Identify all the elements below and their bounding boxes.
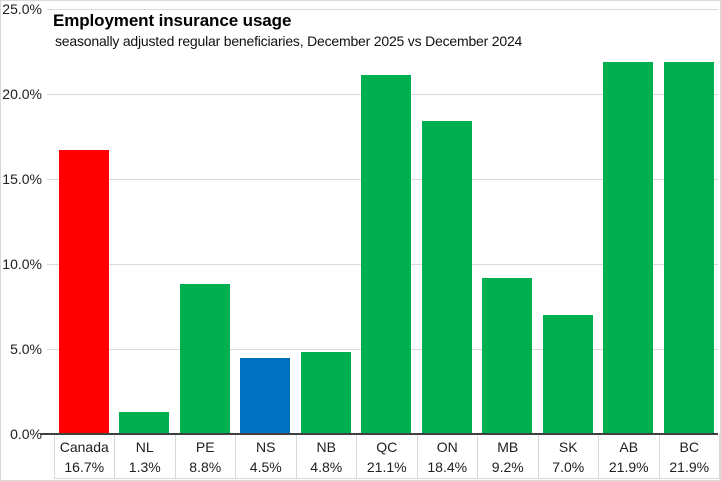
x-axis-line (47, 433, 718, 435)
x-label-cell-qc: QC 21.1% (357, 434, 418, 478)
bar-qc[interactable] (361, 75, 412, 434)
chart-title: Employment insurance usage (53, 11, 292, 30)
chart-title-block: Employment insurance usage seasonally ad… (53, 10, 522, 50)
value-label: 8.8% (189, 459, 222, 475)
value-label: 21.9% (669, 459, 710, 475)
bar-bc[interactable] (663, 61, 714, 434)
value-label: 7.0% (552, 459, 585, 475)
x-label-cell-pe: PE 8.8% (176, 434, 236, 478)
category-label: NB (316, 439, 336, 455)
x-label-cell-nl: NL 1.3% (115, 434, 176, 478)
value-label: 21.9% (608, 459, 649, 475)
x-axis-tick (40, 433, 47, 435)
x-label-cell-nb: NB 4.8% (297, 434, 357, 478)
category-label: SK (558, 439, 578, 455)
category-label: NS (256, 439, 276, 455)
chart-subtitle: seasonally adjusted regular beneficiarie… (55, 33, 523, 49)
category-label: NL (135, 439, 154, 455)
y-axis-tick-label: 10.0% (2, 256, 42, 272)
bar-on[interactable] (421, 121, 472, 434)
x-label-cell-ab: AB 21.9% (599, 434, 660, 478)
category-label: Canada (59, 439, 109, 455)
x-label-cell-mb: MB 9.2% (478, 434, 539, 478)
category-label: PE (195, 439, 215, 455)
category-label: MB (497, 439, 519, 455)
y-axis-tick-label: 25.0% (2, 1, 42, 17)
x-label-cell-on: ON 18.4% (418, 434, 478, 478)
value-label: 21.1% (366, 459, 407, 475)
x-label-cell-sk: SK 7.0% (539, 434, 599, 478)
bar-canada[interactable] (58, 150, 109, 434)
x-label-cell-bc: BC 21.9% (660, 434, 720, 478)
value-label: 9.2% (491, 459, 524, 475)
bar-pe[interactable] (179, 284, 230, 434)
bar-mb[interactable] (482, 277, 533, 434)
bar-ns[interactable] (240, 357, 291, 434)
gridline (47, 9, 718, 10)
bar-nb[interactable] (300, 352, 351, 434)
y-axis-tick-label: 0.0% (10, 426, 42, 442)
value-label: 1.3% (128, 459, 161, 475)
y-axis-tick-label: 20.0% (2, 86, 42, 102)
category-label: AB (619, 439, 639, 455)
y-axis-tick-label: 5.0% (10, 341, 42, 357)
bar-nl[interactable] (119, 411, 170, 434)
bar-ab[interactable] (603, 61, 654, 434)
bar-sk[interactable] (542, 315, 593, 434)
category-label: BC (679, 439, 699, 455)
value-label: 4.5% (249, 459, 282, 475)
category-label: QC (376, 439, 398, 455)
y-axis-tick-label: 15.0% (2, 171, 42, 187)
x-axis-label-table: Canada 16.7% NL 1.3% PE 8.8% NS 4.5% NB 4.8% QC 21.… (53, 434, 720, 479)
category-label: ON (436, 439, 458, 455)
x-label-cell-ns: NS 4.5% (236, 434, 297, 478)
value-label: 16.7% (64, 459, 105, 475)
x-label-cell-canada: Canada 16.7% (55, 434, 115, 478)
value-label: 18.4% (427, 459, 468, 475)
value-label: 4.8% (310, 459, 343, 475)
